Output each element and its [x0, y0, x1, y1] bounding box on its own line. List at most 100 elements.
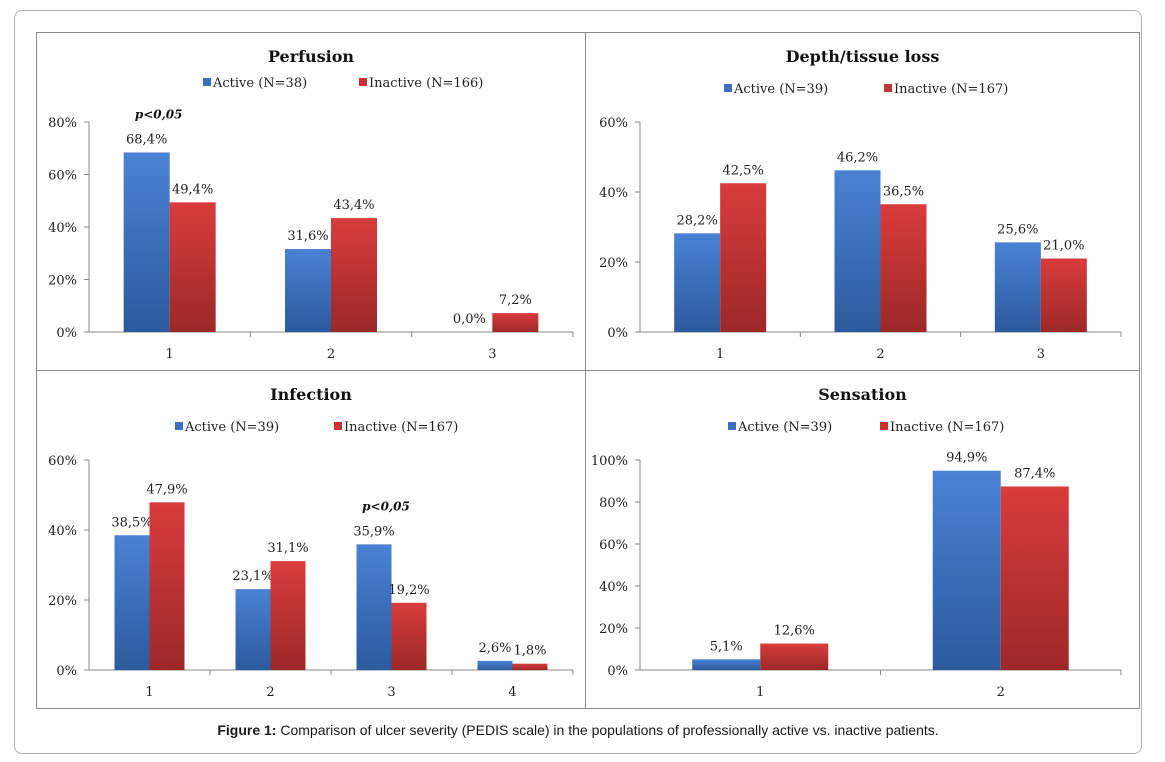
data-label-active: 0,0% [453, 312, 486, 327]
y-tick-label: 0% [56, 664, 77, 679]
bar-inactive-1 [760, 643, 829, 670]
chart-svg: Perfusion Active (N=38) Inactive (N=166) 0%… [48, 47, 574, 362]
data-label-inactive: 42,5% [723, 163, 764, 178]
bar-active-1 [114, 535, 150, 670]
data-label-inactive: 47,9% [146, 482, 187, 497]
y-tick-label: 0% [56, 326, 77, 341]
data-label-active: 28,2% [677, 213, 718, 228]
chart-sensation: Sensation Active (N=39) Inactive (N=167) 0%… [586, 371, 1139, 708]
y-tick-label: 20% [599, 256, 628, 271]
data-label-active: 68,4% [126, 132, 167, 147]
bar-active-1 [123, 152, 170, 332]
chart-title: Perfusion [268, 47, 354, 66]
bar-inactive-2 [270, 561, 306, 670]
x-tick-label: 4 [508, 685, 516, 700]
x-tick-label: 2 [997, 685, 1005, 700]
x-tick-label: 3 [387, 685, 395, 700]
y-tick-label: 0% [607, 664, 628, 679]
y-tick-label: 60% [48, 169, 77, 184]
data-label-inactive: 1,8% [513, 644, 546, 659]
y-tick-label: 20% [599, 622, 628, 637]
significance-annotation: p<0,05 [362, 499, 410, 513]
x-tick-label: 2 [876, 347, 884, 362]
y-tick-label: 40% [48, 221, 77, 236]
legend-swatch-active [203, 78, 211, 86]
legend-entry-inactive: Inactive (N=167) [890, 420, 1004, 435]
data-label-active: 31,6% [287, 229, 328, 244]
bar-active-3 [994, 242, 1041, 332]
y-tick-label: 0% [607, 326, 628, 341]
x-tick-label: 3 [488, 347, 496, 362]
bar-inactive-1 [169, 202, 216, 332]
x-tick-label: 2 [266, 685, 274, 700]
y-tick-label: 60% [599, 116, 628, 131]
figure-caption: Figure 1: Comparison of ulcer severity (… [14, 722, 1142, 738]
legend-swatch-active [175, 422, 183, 430]
data-label-inactive: 12,6% [774, 624, 815, 639]
figure-frame [14, 10, 1142, 754]
bar-active-2 [285, 249, 331, 332]
chart-perfusion: Perfusion Active (N=38) Inactive (N=166) 0%… [37, 33, 585, 370]
panel-divider-horizontal [36, 370, 1140, 371]
legend-swatch-active [724, 84, 732, 92]
y-tick-label: 100% [591, 454, 628, 469]
data-label-active: 25,6% [997, 222, 1038, 237]
x-tick-label: 1 [756, 685, 764, 700]
legend-swatch-inactive [334, 422, 342, 430]
significance-annotation: p<0,05 [135, 107, 183, 121]
data-label-active: 5,1% [710, 639, 743, 654]
x-tick-label: 2 [327, 347, 335, 362]
data-label-active: 35,9% [353, 524, 394, 539]
chart-title: Infection [270, 385, 352, 404]
x-tick-label: 1 [145, 685, 153, 700]
y-tick-label: 40% [48, 524, 77, 539]
legend-entry-active: Active (N=38) [212, 76, 307, 91]
bar-inactive-3 [1040, 258, 1087, 332]
caption-text: Comparison of ulcer severity (PEDIS scal… [276, 722, 939, 738]
bar-inactive-1 [149, 502, 185, 670]
data-label-inactive: 31,1% [267, 541, 308, 556]
bar-inactive-2 [331, 218, 377, 332]
chart-title: Depth/tissue loss [786, 47, 940, 66]
legend-entry-active: Active (N=39) [733, 82, 828, 97]
bar-active-2 [932, 470, 1001, 670]
legend-swatch-active [728, 422, 736, 430]
legend-entry-active: Active (N=39) [737, 420, 832, 435]
bar-active-2 [235, 589, 271, 670]
legend-entry-inactive: Inactive (N=166) [369, 76, 483, 91]
chart-svg: Depth/tissue loss Active (N=39) Inactive (… [599, 47, 1122, 362]
y-tick-label: 20% [48, 274, 77, 289]
data-label-active: 2,6% [478, 641, 511, 656]
bar-inactive-1 [720, 183, 767, 332]
bar-active-3 [356, 544, 392, 670]
y-tick-label: 80% [48, 116, 77, 131]
legend-entry-inactive: Inactive (N=167) [894, 82, 1008, 97]
caption-label: Figure 1: [217, 722, 277, 738]
legend-swatch-inactive [359, 78, 367, 86]
legend-entry-active: Active (N=39) [184, 420, 279, 435]
data-label-active: 23,1% [232, 569, 273, 584]
y-tick-label: 60% [48, 454, 77, 469]
bar-active-1 [692, 659, 761, 670]
y-tick-label: 80% [599, 496, 628, 511]
y-tick-label: 60% [599, 538, 628, 553]
bar-inactive-2 [880, 204, 927, 332]
x-tick-label: 1 [716, 347, 724, 362]
y-tick-label: 40% [599, 580, 628, 595]
bar-active-4 [477, 660, 513, 670]
bar-inactive-3 [492, 313, 539, 332]
legend-swatch-inactive [884, 84, 892, 92]
legend-entry-inactive: Inactive (N=167) [344, 420, 458, 435]
data-label-inactive: 19,2% [388, 583, 429, 598]
data-label-inactive: 43,4% [333, 198, 374, 213]
bar-active-1 [674, 233, 721, 332]
data-label-inactive: 49,4% [172, 182, 213, 197]
data-label-inactive: 87,4% [1014, 466, 1055, 481]
chart-svg: Sensation Active (N=39) Inactive (N=167) 0%… [591, 385, 1122, 700]
y-tick-label: 40% [599, 186, 628, 201]
data-label-inactive: 36,5% [883, 184, 924, 199]
bar-inactive-3 [391, 602, 427, 670]
data-label-active: 94,9% [946, 451, 987, 466]
chart-svg: Infection Active (N=39) Inactive (N=167) 0%… [48, 385, 574, 700]
chart-infection: Infection Active (N=39) Inactive (N=167) 0%… [37, 371, 585, 708]
